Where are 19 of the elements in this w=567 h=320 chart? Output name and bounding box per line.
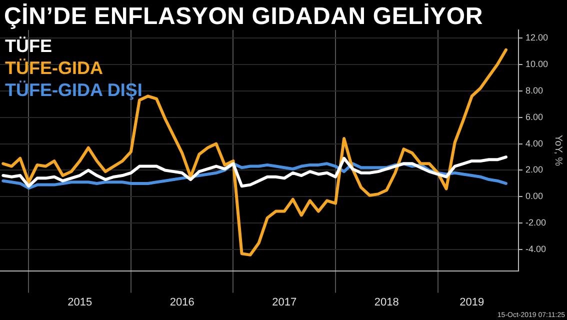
chart-title: ÇİN’DE ENFLASYON GIDADAN GELİYOR: [4, 3, 483, 31]
x-tick-label: 2019: [460, 296, 484, 308]
text: TÜFE: [5, 35, 53, 57]
y-tick-label: 12.00: [525, 32, 548, 42]
y-axis-title: YoY, %: [552, 134, 564, 166]
y-tick-label: 8.00: [525, 85, 544, 96]
y-tick-label: 2.00: [525, 164, 544, 175]
x-tick-label: 2018: [374, 296, 399, 308]
y-tick-label: 4.00: [525, 138, 544, 148]
text: TÜFE-GIDA: [5, 57, 104, 79]
x-tick-label: 2015: [68, 296, 92, 308]
x-tick-label: 2016: [170, 296, 194, 308]
y-tick-label: -2.00: [525, 218, 546, 228]
y-tick-label: 10.00: [525, 58, 548, 69]
y-tick-label: 6.00: [525, 112, 544, 122]
y-tick-label: 0.00: [525, 191, 544, 202]
x-tick-label: 2017: [272, 296, 297, 308]
text: TÜFE-GIDA DIŞI: [5, 79, 142, 101]
y-tick-label: -4.00: [525, 244, 546, 254]
